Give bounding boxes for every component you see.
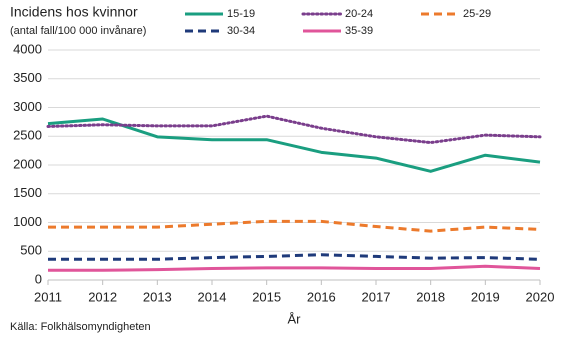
legend-label: 30-34	[227, 25, 255, 37]
y-tick-label: 500	[20, 243, 42, 258]
y-tick-label: 3500	[13, 70, 42, 85]
x-tick-label: 2018	[416, 289, 445, 304]
y-tick-label: 0	[35, 271, 42, 286]
y-tick-label: 4000	[13, 41, 42, 56]
x-tick-label: 2015	[252, 289, 281, 304]
x-tick-label: 2016	[307, 289, 336, 304]
x-axis-label: År	[288, 311, 302, 326]
chart-subtitle: (antal fall/100 000 invånare)	[10, 25, 146, 37]
x-tick-label: 2020	[526, 289, 555, 304]
y-tick-label: 1500	[13, 185, 42, 200]
x-tick-label: 2014	[198, 289, 227, 304]
y-tick-label: 1000	[13, 214, 42, 229]
legend-label: 20-24	[345, 8, 373, 20]
legend-label: 35-39	[345, 25, 373, 37]
series-line	[48, 264, 541, 272]
legend-label: 15-19	[227, 8, 255, 20]
x-tick-label: 2019	[471, 289, 500, 304]
legend-label: 25-29	[463, 8, 491, 20]
chart-title: Incidens hos kvinnor	[10, 4, 138, 20]
source: Källa: Folkhälsomyndigheten	[10, 321, 151, 333]
y-tick-label: 3000	[13, 99, 42, 114]
series-line	[48, 219, 541, 233]
series-line	[47, 117, 541, 173]
series-line	[48, 253, 541, 261]
x-tick-label: 2012	[88, 289, 117, 304]
series-line	[46, 114, 542, 145]
x-tick-label: 2017	[362, 289, 391, 304]
x-tick-label: 2011	[34, 289, 62, 304]
y-tick-label: 2000	[13, 156, 42, 171]
x-tick-label: 2013	[143, 289, 172, 304]
y-tick-label: 2500	[13, 128, 42, 143]
